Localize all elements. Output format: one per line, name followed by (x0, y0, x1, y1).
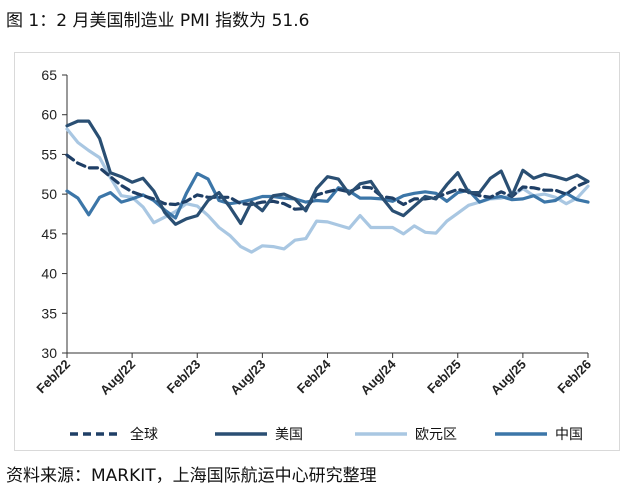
x-tick-label: Feb/24 (294, 356, 334, 396)
y-tick-label: 30 (41, 345, 57, 361)
x-tick-label: Aug/23 (227, 357, 268, 398)
legend-label: 美国 (275, 427, 303, 443)
x-tick-label: Aug/25 (488, 357, 529, 398)
legend-label: 全球 (130, 426, 158, 443)
y-tick-label: 50 (41, 186, 57, 202)
series-line-1 (65, 119, 590, 226)
x-tick-label: Aug/24 (357, 356, 399, 398)
chart-series (65, 119, 590, 254)
source-note: 资料来源：MARKIT，上海国际航运中心研究整理 (6, 466, 377, 486)
figure-title: 图 1：2 月美国制造业 PMI 指数为 51.6 (6, 11, 310, 31)
y-tick-label: 40 (41, 266, 57, 282)
x-tick-label: Feb/23 (164, 357, 204, 397)
chart-axes: 30 35 40 45 50 55 60 65 Feb/22 Aug/22 Feb/23 Aug/23… (33, 67, 594, 398)
x-tick-label: Feb/25 (424, 357, 464, 397)
x-tick-label: Feb/22 (33, 357, 73, 397)
y-tick-label: 60 (41, 107, 57, 123)
legend-label: 中国 (555, 427, 583, 443)
chart-legend: 全球 美国 欧元区 中国 (70, 426, 583, 443)
chart-frame (14, 52, 620, 451)
series-line-3 (65, 171, 590, 220)
y-tick-label: 35 (41, 305, 57, 321)
x-tick-label: Aug/22 (97, 357, 138, 398)
legend-label: 欧元区 (415, 427, 457, 443)
y-tick-label: 65 (41, 67, 57, 83)
y-tick-label: 55 (41, 146, 57, 162)
x-tick-label: Feb/26 (554, 357, 594, 397)
y-tick-label: 45 (41, 226, 57, 242)
series-line-0 (65, 153, 590, 211)
